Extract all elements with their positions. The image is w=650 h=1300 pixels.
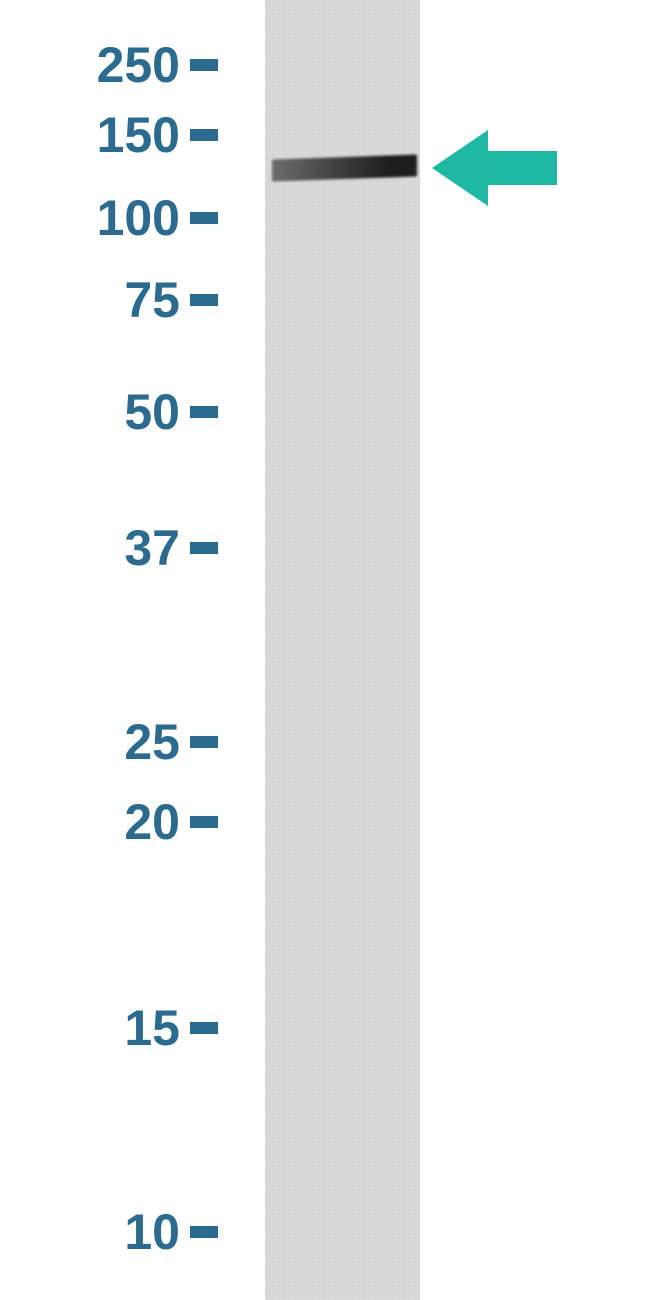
marker-label-250: 250 (97, 36, 180, 94)
arrow-shaft (488, 151, 557, 185)
blot-canvas: 250 150 100 75 50 37 25 20 15 10 (0, 0, 650, 1300)
marker-label-25: 25 (124, 713, 180, 771)
marker-tick-25 (190, 736, 218, 748)
marker-tick-75 (190, 294, 218, 306)
marker-label-50: 50 (124, 383, 180, 441)
marker-tick-20 (190, 816, 218, 828)
marker-tick-10 (190, 1226, 218, 1238)
marker-label-10: 10 (124, 1203, 180, 1261)
marker-label-75: 75 (124, 271, 180, 329)
arrow-head-icon (432, 130, 488, 206)
marker-label-100: 100 (97, 189, 180, 247)
marker-tick-15 (190, 1022, 218, 1034)
marker-tick-50 (190, 406, 218, 418)
marker-label-150: 150 (97, 106, 180, 164)
marker-tick-250 (190, 59, 218, 71)
marker-label-15: 15 (124, 999, 180, 1057)
gel-lane (265, 0, 420, 1300)
marker-tick-100 (190, 212, 218, 224)
marker-label-20: 20 (124, 793, 180, 851)
indicator-arrow (432, 130, 557, 206)
marker-tick-37 (190, 542, 218, 554)
marker-tick-150 (190, 129, 218, 141)
marker-label-37: 37 (124, 519, 180, 577)
